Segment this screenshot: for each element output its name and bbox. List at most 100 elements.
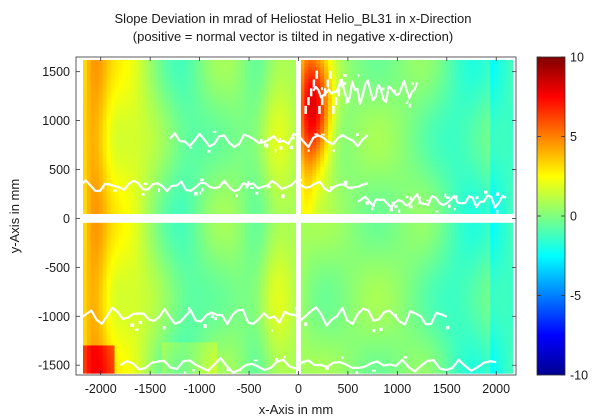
heatmap-cell [221,131,226,136]
heatmap-cell [197,110,203,114]
heatmap-cell [146,191,151,196]
heatmap-cell [118,225,124,230]
heatmap-cell [126,185,131,189]
heatmap-cell [82,116,88,121]
heatmap-cell [225,122,230,127]
heatmap-cell [86,207,92,211]
heatmap-cell [90,335,96,340]
heatmap-cell [162,229,167,233]
heatmap-cell [252,84,258,89]
heatmap-cell [229,147,234,152]
heatmap-cell [162,310,167,315]
heatmap-cell [205,91,211,95]
heatmap-cell [122,282,128,286]
heatmap-cell [146,160,151,164]
heatmap-cell [252,338,258,343]
heatmap-cell [241,291,246,296]
heatmap-cell [213,97,218,102]
heatmap-cell [217,222,222,227]
heatmap-cell [90,178,96,183]
heatmap-cell [189,88,195,92]
heatmap-cell [185,360,191,365]
heatmap-cell [241,147,246,152]
heatmap-cell [114,313,120,318]
heatmap-cell [126,169,131,174]
heatmap-cell [245,88,250,92]
heatmap-cell [94,91,100,95]
heatmap-cell [146,357,151,362]
heatmap-cell [150,75,155,80]
heatmap-cell [185,260,191,265]
heatmap-cell [114,160,120,164]
heatmap-cell [98,291,104,296]
heatmap-cell [146,294,151,299]
heatmap-cell [249,322,254,327]
heatmap-cell [90,147,96,152]
heatmap-cell [142,153,147,158]
heatmap-cell [82,347,88,352]
heatmap-cell [229,197,234,202]
heatmap-cell [130,88,135,92]
heatmap-cell [90,125,96,130]
heatmap-cell [221,141,226,146]
heatmap-cell [249,294,254,299]
heatmap-cell [130,279,135,283]
heatmap-cell [146,304,151,308]
heatmap-cell [221,81,226,86]
heatmap-cell [98,178,104,183]
heatmap-cell [225,260,230,265]
heatmap-cell [130,222,135,227]
heatmap-cell [122,335,128,340]
heatmap-cell [197,310,203,315]
heatmap-cell [90,344,96,349]
heatmap-cell [169,185,175,189]
heatmap-cell [169,175,175,180]
heatmap-cell [233,191,238,196]
heatmap-cell [102,113,108,117]
heatmap-cell [165,344,171,349]
heatmap-cell [213,91,218,95]
heatmap-cell [193,69,199,74]
heatmap-cell [94,122,100,127]
heatmap-cell [90,363,96,368]
heatmap-cell [142,200,147,205]
heatmap-cell [146,282,151,286]
heatmap-cell [138,210,143,214]
heatmap-cell [94,197,100,202]
heatmap-cell [205,81,211,86]
heatmap-cell [82,106,88,111]
heatmap-cell [229,266,234,271]
heatmap-cell [110,332,116,337]
heatmap-cell [233,366,238,371]
heatmap-cell [142,122,147,127]
heatmap-cell [126,157,131,161]
heatmap-cell [130,172,135,177]
heatmap-cell [165,275,171,280]
heatmap-cell [158,225,163,230]
heatmap-cell [110,113,116,117]
heatmap-cell [213,357,218,362]
heatmap-cell [193,360,199,365]
heatmap-cell [114,94,120,99]
heatmap-cell [217,91,222,95]
heatmap-cell [177,128,183,133]
heatmap-cell [126,100,131,105]
heatmap-cell [102,147,108,152]
heatmap-cell [106,128,112,133]
heatmap-cell [122,225,128,230]
heatmap-cell [181,135,187,139]
heatmap-cell [245,357,250,362]
heatmap-cell [245,347,250,352]
heatmap-cell [201,63,207,67]
heatmap-cell [252,369,258,374]
heatmap-cell [146,122,151,127]
heatmap-cell [98,229,104,233]
heatmap-cell [94,294,100,299]
heatmap-cell [150,113,155,117]
heatmap-cell [245,116,250,121]
heatmap-cell [134,329,139,333]
heatmap-cell [209,338,215,343]
heatmap-cell [217,247,222,252]
heatmap-cell [114,294,120,299]
heatmap-cell [150,188,155,193]
